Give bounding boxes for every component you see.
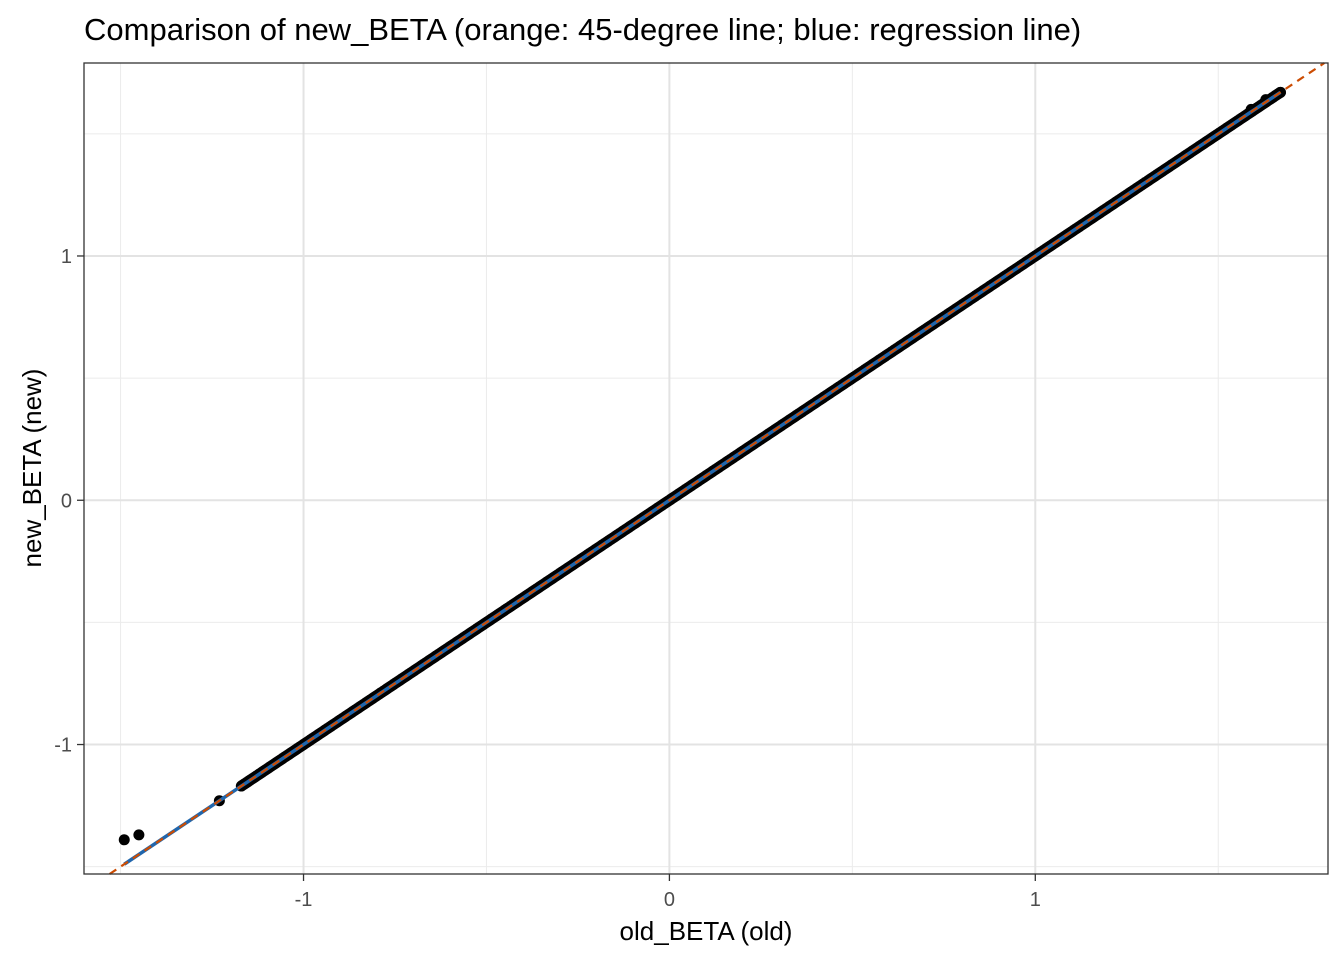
- y-tick-label: -1: [54, 735, 72, 757]
- data-point: [133, 829, 145, 841]
- x-axis-title: old_BETA (old): [620, 916, 793, 946]
- y-tick-label: 1: [61, 246, 72, 268]
- y-axis-title: new_BETA (new): [17, 369, 47, 568]
- data-point: [118, 834, 130, 846]
- x-tick-label: 0: [664, 889, 675, 911]
- x-tick-label: -1: [295, 889, 313, 911]
- grid: [84, 63, 1328, 874]
- data-marks: [109, 62, 1325, 875]
- plot-panel-border: [83, 62, 1329, 875]
- chart-title: Comparison of new_BETA (orange: 45-degre…: [84, 12, 1081, 47]
- x-tick-label: 1: [1030, 889, 1041, 911]
- axis-ticks: -1 0 1 -1 0 1: [54, 246, 1041, 911]
- reference-45-degree-line: [109, 62, 1325, 875]
- y-tick-label: 0: [61, 490, 72, 512]
